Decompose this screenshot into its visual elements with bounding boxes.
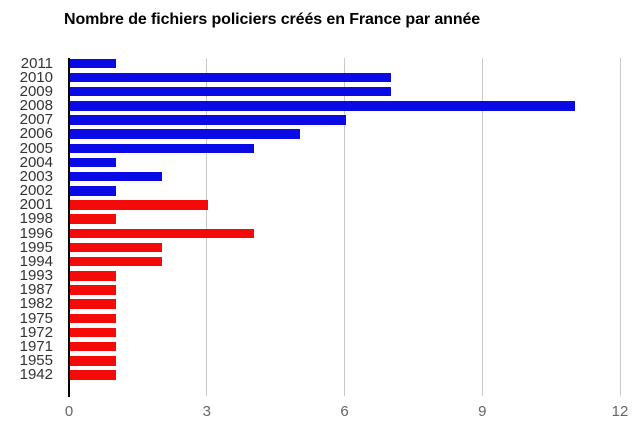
bar <box>70 129 300 139</box>
y-tick-label: 1975 <box>19 309 53 327</box>
bar <box>70 256 162 267</box>
bar <box>70 313 116 324</box>
x-tick-label: 6 <box>340 403 349 420</box>
y-tick-label: 1971 <box>19 337 53 355</box>
y-tick-label: 1993 <box>19 267 53 285</box>
gridline <box>206 58 208 396</box>
y-tick-label: 1995 <box>19 238 53 256</box>
y-tick-label: 1982 <box>19 295 53 313</box>
bar <box>70 242 162 253</box>
y-tick-label: 2003 <box>19 167 53 185</box>
y-axis-line <box>68 58 70 397</box>
bar <box>70 356 116 366</box>
chart-title: Nombre de fichiers policiers créés en Fr… <box>64 11 481 28</box>
bar <box>70 271 116 281</box>
bar <box>70 299 116 309</box>
gridline <box>481 58 483 396</box>
y-tick-label: 2009 <box>19 82 53 100</box>
y-axis-labels: 2011 2010 2009 2008 2007 2006 2005 2004 2003 2002… <box>0 54 53 390</box>
y-tick-label: 1996 <box>19 224 53 242</box>
bar <box>70 58 116 68</box>
y-tick-label: 2011 <box>20 54 53 72</box>
gridline <box>619 58 621 396</box>
y-tick-label: 1955 <box>19 352 53 370</box>
y-tick-label: 1972 <box>19 323 53 341</box>
gridline <box>344 58 345 396</box>
bar <box>70 157 116 168</box>
bar <box>70 200 208 210</box>
bar <box>70 214 116 224</box>
y-tick-label: 2006 <box>19 125 53 143</box>
bar <box>70 115 346 125</box>
bar <box>70 341 116 352</box>
y-tick-label: 2008 <box>19 97 53 114</box>
x-tick-label: 3 <box>202 403 211 420</box>
bar <box>70 171 162 182</box>
y-tick-label: 2001 <box>19 196 53 214</box>
bar <box>70 228 254 239</box>
y-tick-label: 2005 <box>19 139 53 157</box>
y-tick-label: 1987 <box>19 281 53 299</box>
plot-area <box>68 58 621 397</box>
y-tick-label: 2004 <box>19 153 53 171</box>
y-tick-label: 1942 <box>19 366 53 384</box>
bar <box>70 327 116 338</box>
bar <box>70 101 576 111</box>
y-tick-label: 1998 <box>19 210 53 228</box>
x-tick-label: 12 <box>611 403 629 420</box>
y-tick-label: 2007 <box>19 111 53 129</box>
y-tick-label: 1994 <box>19 252 53 270</box>
bar <box>70 86 392 97</box>
bar <box>70 370 116 380</box>
bar <box>70 285 116 295</box>
y-tick-label: 2002 <box>19 182 53 200</box>
x-tick-label: 9 <box>478 403 487 420</box>
y-tick-label: 2010 <box>19 68 53 86</box>
x-tick-label: 0 <box>64 403 74 420</box>
bar <box>70 143 254 154</box>
x-axis-labels: 0 3 6 9 12 <box>65 403 629 422</box>
bar <box>70 186 116 196</box>
bar <box>70 72 392 83</box>
